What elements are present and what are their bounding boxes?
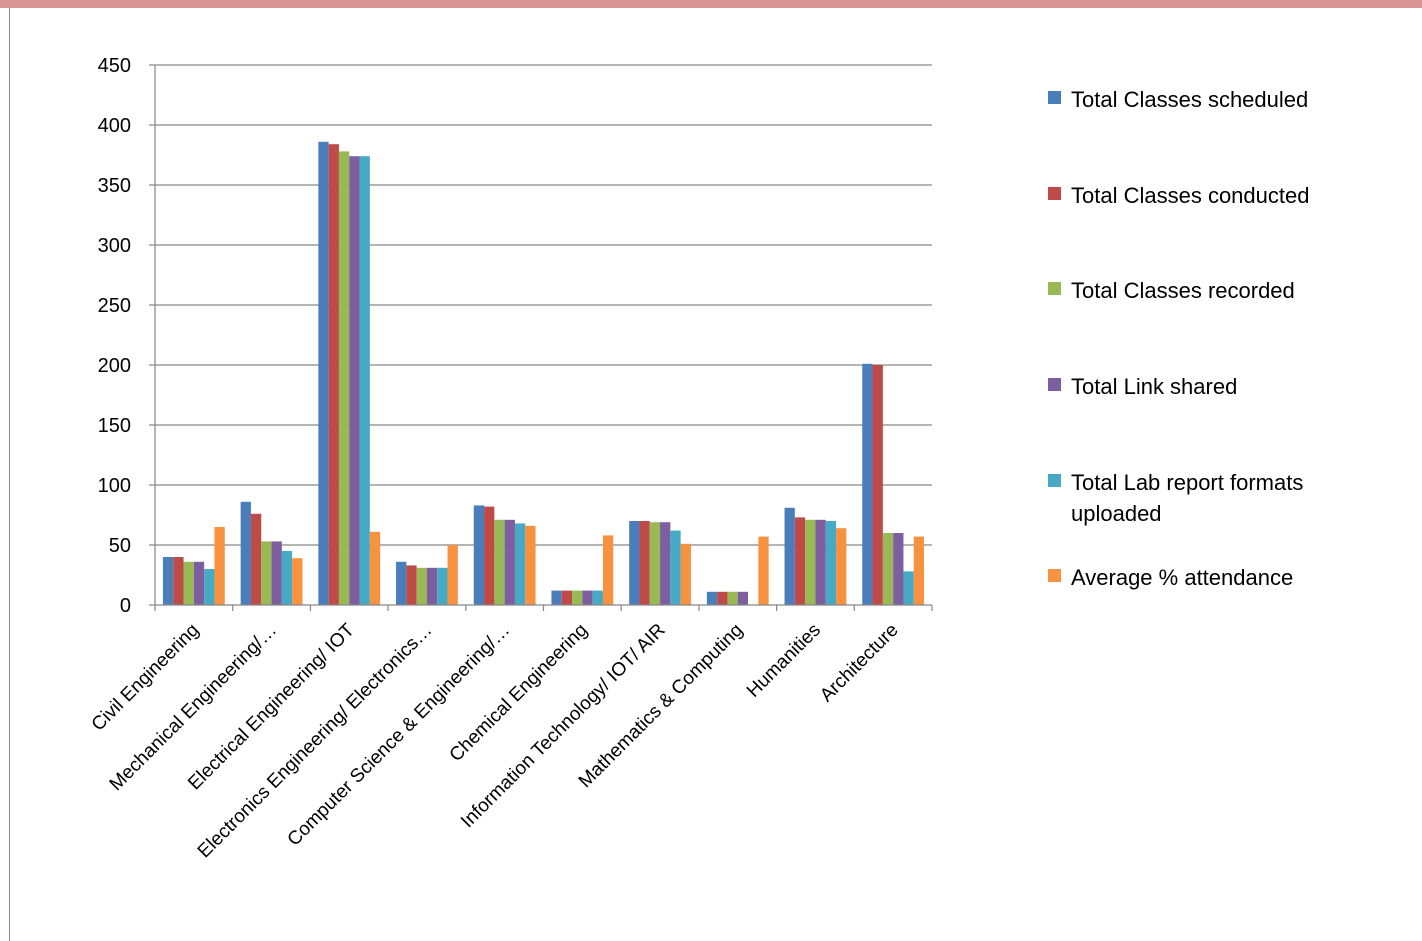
y-tick-label: 450 [98,55,131,77]
bar [494,519,505,605]
bar [913,536,925,605]
bar [447,545,458,605]
bar [903,571,914,605]
bar [525,525,536,605]
legend-swatch [1048,91,1061,104]
bar [271,541,282,605]
legend-label: Total Classes conducted [1071,183,1310,208]
bar [328,144,339,605]
bar-chart: 0 50 100 150 200 250 300 350 400 450 Civil Engine… [88,55,933,862]
frame-left-border [9,8,10,941]
bar [582,590,593,605]
bar [396,561,407,605]
bar [338,151,350,605]
bar [173,557,184,605]
bar [426,567,438,605]
bar [717,591,728,605]
legend-label: Total Lab report formats uploaded [1071,470,1304,526]
y-tick-label: 400 [98,115,131,137]
bar [437,567,448,605]
bar [281,551,293,605]
category-label: Electrical Engineering/ IOT [184,619,359,794]
top-accent-bar [0,0,1422,8]
legend-label: Average % attendance [1071,565,1294,590]
bar [292,558,303,605]
y-tick-label: 100 [98,475,131,497]
bar [349,156,360,605]
bar [825,521,837,605]
bar [514,523,526,605]
bars [162,141,925,606]
bar [862,363,873,605]
bar [406,565,417,605]
legend-label: Total Classes scheduled [1071,87,1309,112]
bar [784,507,795,605]
bar [680,543,691,605]
category-label: Architecture [816,620,903,707]
bar [629,521,640,605]
bar [183,561,194,605]
bar [240,501,251,605]
bar [204,569,215,605]
legend-swatch [1048,187,1061,200]
legend-swatch [1048,474,1061,487]
bar [737,591,749,605]
bar [359,156,370,605]
y-tick-label: 0 [120,595,131,617]
bar [416,567,427,605]
bar [649,522,661,605]
bar [882,533,894,605]
bar [214,527,225,605]
bar [805,519,816,605]
bar [250,513,262,605]
y-tick-label: 250 [98,295,131,317]
legend-swatch [1048,378,1061,391]
bar [758,536,769,605]
axes [149,64,933,611]
bar [836,528,847,605]
bar [872,365,883,605]
category-label: Mathematics & Computing [575,620,747,792]
bar [369,531,381,605]
bar [261,541,272,605]
bar [727,591,738,605]
bar [551,590,562,605]
y-tick-label: 200 [98,355,131,377]
legend-swatch [1048,282,1061,295]
gridlines [155,64,932,546]
bar [318,141,329,606]
y-tick-label: 350 [98,175,131,197]
category-label: Mechanical Engineering/… [106,620,281,795]
y-tick-label: 300 [98,235,131,257]
bar [706,591,718,605]
legend-swatch [1048,569,1061,582]
bar [639,521,650,605]
legend-label: Total Classes recorded [1071,278,1295,303]
category-label: Chemical Engineering [446,620,592,766]
y-tick-labels: 0 50 100 150 200 250 300 350 400 450 [98,55,131,617]
y-tick-label: 150 [98,415,131,437]
bar [893,533,904,605]
legend-label: Total Link shared [1071,374,1238,399]
y-tick-label: 50 [109,535,131,557]
bar [162,557,174,605]
bar [670,530,681,605]
bar [602,535,614,605]
bar [660,522,671,605]
bar [473,505,485,605]
bar [592,590,603,605]
bar [504,519,515,605]
bar [572,590,583,605]
bar [484,506,495,605]
category-label: Humanities [743,620,825,702]
bar [815,519,826,605]
bar [561,590,573,605]
bar [193,561,205,605]
bar [794,517,806,605]
